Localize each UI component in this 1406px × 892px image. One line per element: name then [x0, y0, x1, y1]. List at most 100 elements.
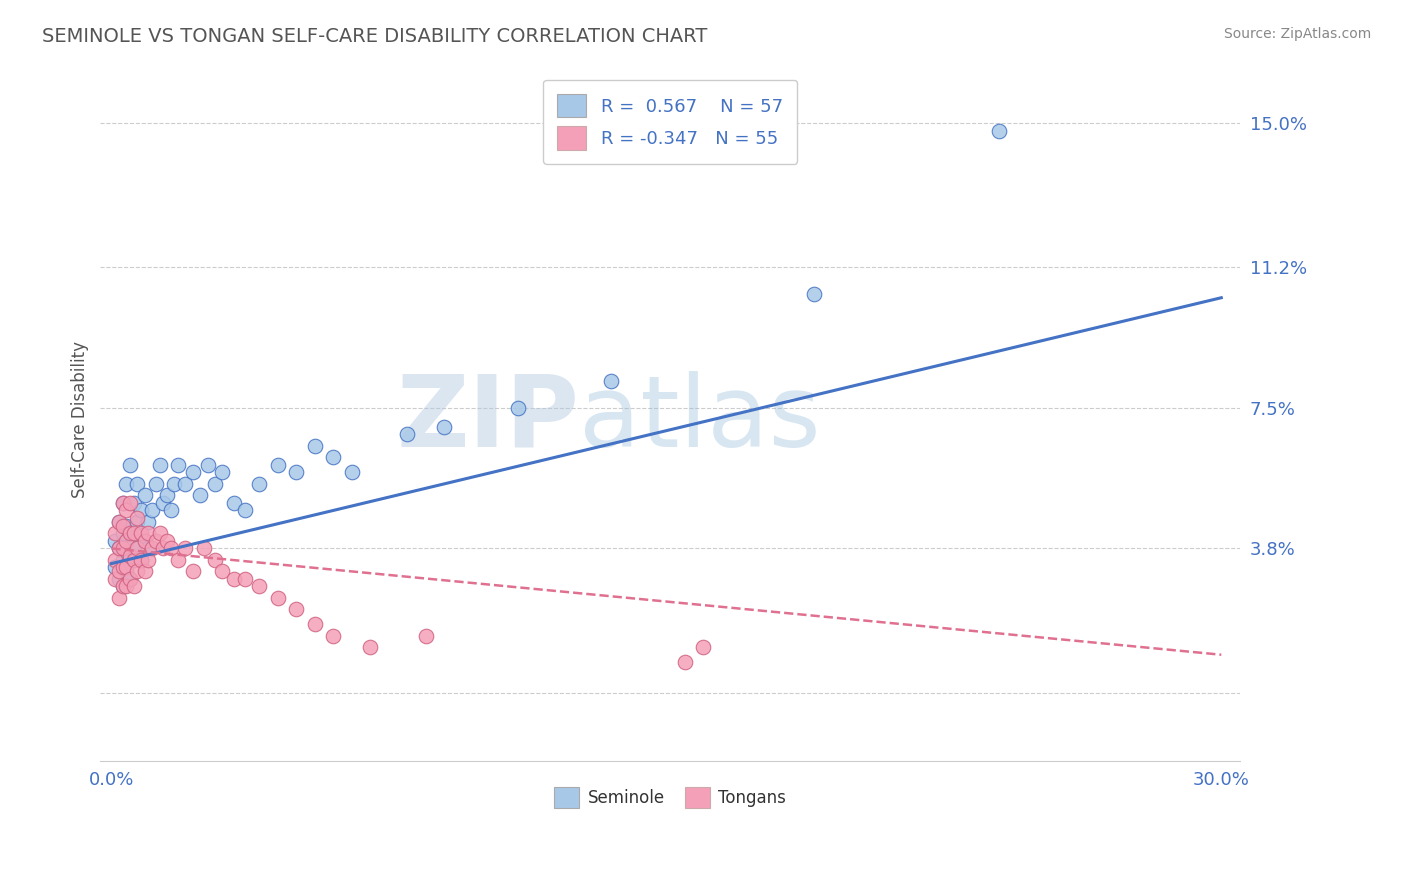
Point [322, 450, 344, 465]
Point [104, 533, 127, 548]
Point [222, 572, 245, 586]
Point [340, 466, 363, 480]
Point [118, 572, 141, 586]
Point [188, 488, 211, 502]
Point [159, 503, 181, 517]
Point [152, 541, 174, 556]
Point [415, 629, 437, 643]
Point [222, 496, 245, 510]
Point [249, 579, 271, 593]
Point [118, 496, 141, 510]
Point [156, 488, 179, 502]
Point [118, 526, 141, 541]
Point [122, 579, 145, 593]
Point [285, 602, 308, 616]
Point [115, 564, 138, 578]
Point [803, 287, 825, 301]
Point [115, 518, 138, 533]
Text: atlas: atlas [579, 371, 821, 467]
Point [167, 553, 190, 567]
Point [138, 515, 160, 529]
Point [152, 496, 174, 510]
Point [359, 640, 381, 654]
Point [145, 476, 167, 491]
Point [104, 572, 127, 586]
Point [129, 553, 152, 567]
Point [118, 549, 141, 563]
Point [599, 374, 621, 388]
Point [127, 564, 149, 578]
Text: SEMINOLE VS TONGAN SELF-CARE DISABILITY CORRELATION CHART: SEMINOLE VS TONGAN SELF-CARE DISABILITY … [42, 27, 707, 45]
Point [108, 591, 131, 605]
Point [111, 526, 134, 541]
Point [181, 466, 204, 480]
Point [118, 549, 141, 563]
Point [267, 458, 290, 472]
Point [233, 503, 256, 517]
Point [115, 533, 138, 548]
Point [692, 640, 714, 654]
Point [115, 476, 138, 491]
Point [134, 533, 156, 548]
Text: ZIP: ZIP [396, 371, 579, 467]
Point [145, 533, 167, 548]
Point [204, 553, 226, 567]
Point [104, 526, 127, 541]
Point [115, 541, 138, 556]
Point [204, 476, 226, 491]
Point [174, 541, 197, 556]
Point [111, 541, 134, 556]
Legend: Seminole, Tongans: Seminole, Tongans [547, 780, 793, 814]
Point [249, 476, 271, 491]
Point [118, 458, 141, 472]
Point [304, 617, 326, 632]
Point [111, 496, 134, 510]
Point [508, 401, 530, 415]
Text: Source: ZipAtlas.com: Source: ZipAtlas.com [1223, 27, 1371, 41]
Point [167, 458, 190, 472]
Point [197, 458, 219, 472]
Point [127, 541, 149, 556]
Point [122, 526, 145, 541]
Point [673, 656, 696, 670]
Point [148, 458, 170, 472]
Point [108, 515, 131, 529]
Y-axis label: Self-Care Disability: Self-Care Disability [72, 341, 89, 498]
Point [127, 511, 149, 525]
Point [138, 526, 160, 541]
Point [433, 420, 456, 434]
Point [304, 439, 326, 453]
Point [111, 579, 134, 593]
Point [127, 476, 149, 491]
Point [111, 560, 134, 574]
Point [134, 488, 156, 502]
Point [115, 579, 138, 593]
Point [141, 541, 163, 556]
Point [163, 476, 186, 491]
Point [108, 564, 131, 578]
Point [127, 541, 149, 556]
Point [322, 629, 344, 643]
Point [122, 533, 145, 548]
Point [134, 533, 156, 548]
Point [148, 526, 170, 541]
Point [111, 553, 134, 567]
Point [104, 553, 127, 567]
Point [396, 427, 419, 442]
Point [138, 541, 160, 556]
Point [122, 553, 145, 567]
Point [129, 503, 152, 517]
Point [122, 496, 145, 510]
Point [108, 515, 131, 529]
Point [118, 572, 141, 586]
Point [233, 572, 256, 586]
Point [159, 541, 181, 556]
Point [988, 123, 1011, 137]
Point [193, 541, 215, 556]
Point [115, 503, 138, 517]
Point [211, 466, 233, 480]
Point [111, 518, 134, 533]
Point [108, 541, 131, 556]
Point [104, 560, 127, 574]
Point [108, 572, 131, 586]
